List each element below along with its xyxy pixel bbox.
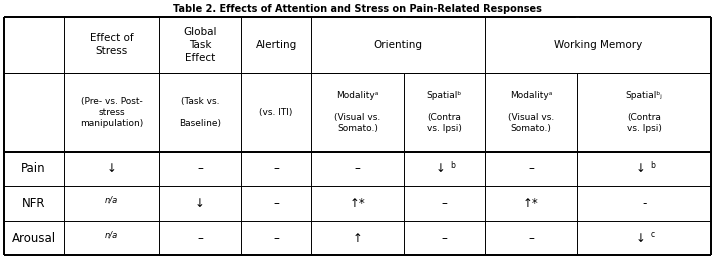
Text: ↑*: ↑* bbox=[350, 197, 365, 210]
Text: Spatialᵇ

(Contra
vs. Ipsi): Spatialᵇ (Contra vs. Ipsi) bbox=[427, 91, 462, 133]
Text: –: – bbox=[355, 162, 360, 175]
Text: –: – bbox=[528, 162, 534, 175]
Text: –: – bbox=[528, 232, 534, 245]
Text: Orienting: Orienting bbox=[374, 40, 423, 50]
Text: b: b bbox=[651, 160, 655, 170]
Text: Modalityᵃ

(Visual vs.
Somato.): Modalityᵃ (Visual vs. Somato.) bbox=[508, 91, 554, 133]
Text: Spatialᵇⱼ

(Contra
vs. Ipsi): Spatialᵇⱼ (Contra vs. Ipsi) bbox=[626, 91, 663, 133]
Text: Pain: Pain bbox=[21, 162, 46, 175]
Text: (vs. ITI): (vs. ITI) bbox=[260, 108, 292, 117]
Text: ↑: ↑ bbox=[352, 232, 363, 245]
Text: ↓: ↓ bbox=[435, 162, 445, 175]
Text: –: – bbox=[197, 232, 203, 245]
Text: Arousal: Arousal bbox=[11, 232, 56, 245]
Text: (Pre- vs. Post-
stress
manipulation): (Pre- vs. Post- stress manipulation) bbox=[80, 97, 143, 128]
Text: b: b bbox=[450, 160, 455, 170]
Text: Alerting: Alerting bbox=[255, 40, 297, 50]
Text: –: – bbox=[197, 162, 203, 175]
Text: ↑*: ↑* bbox=[523, 197, 539, 210]
Text: –: – bbox=[273, 162, 279, 175]
Text: –: – bbox=[441, 197, 447, 210]
Text: n/a: n/a bbox=[105, 196, 118, 205]
Text: ↓: ↓ bbox=[636, 232, 646, 245]
Text: Effect of
Stress: Effect of Stress bbox=[89, 33, 133, 57]
Text: Working Memory: Working Memory bbox=[554, 40, 642, 50]
Text: ↓: ↓ bbox=[636, 162, 646, 175]
Text: NFR: NFR bbox=[22, 197, 46, 210]
Text: –: – bbox=[273, 197, 279, 210]
Text: –: – bbox=[273, 232, 279, 245]
Text: -: - bbox=[642, 197, 646, 210]
Text: –: – bbox=[441, 232, 447, 245]
Text: Global
Task
Effect: Global Task Effect bbox=[183, 27, 217, 63]
Text: Modalityᵃ

(Visual vs.
Somato.): Modalityᵃ (Visual vs. Somato.) bbox=[335, 91, 380, 133]
Text: Table 2. Effects of Attention and Stress on Pain-Related Responses: Table 2. Effects of Attention and Stress… bbox=[173, 4, 542, 14]
Text: ↓: ↓ bbox=[195, 197, 205, 210]
Text: (Task vs.

Baseline): (Task vs. Baseline) bbox=[179, 97, 221, 128]
Text: n/a: n/a bbox=[105, 230, 118, 239]
Text: ↓: ↓ bbox=[107, 162, 117, 175]
Text: c: c bbox=[651, 230, 655, 239]
